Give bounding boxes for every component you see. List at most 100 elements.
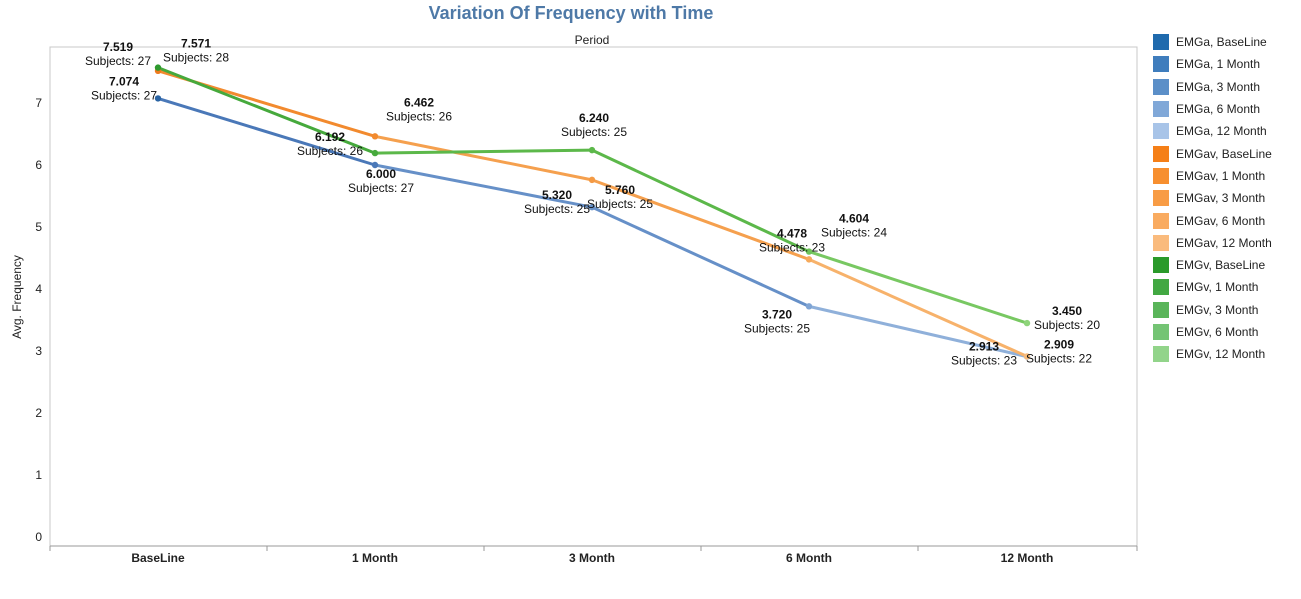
legend-label: EMGa, 1 Month bbox=[1176, 57, 1261, 72]
data-label-subjects: Subjects: 27 bbox=[85, 54, 151, 68]
legend-item[interactable]: EMGv, 1 Month bbox=[1153, 276, 1298, 298]
legend-label: EMGv, 6 Month bbox=[1176, 325, 1259, 339]
legend-label: EMGa, 6 Month bbox=[1176, 102, 1261, 117]
data-label-value: 6.000 bbox=[366, 167, 396, 181]
y-tick-label: 4 bbox=[35, 282, 42, 296]
legend-swatch bbox=[1153, 101, 1169, 118]
x-tick-label: 1 Month bbox=[352, 551, 398, 565]
legend-swatch bbox=[1153, 257, 1169, 274]
series-line-emga bbox=[807, 304, 1029, 359]
data-point-emgav bbox=[588, 176, 596, 184]
chart-title: Variation Of Frequency with Time bbox=[429, 3, 714, 23]
series-line-emga bbox=[156, 96, 377, 167]
legend-item[interactable]: EMGav, 3 Month bbox=[1153, 187, 1298, 209]
y-tick-label: 0 bbox=[35, 530, 42, 544]
legend-label: EMGav, 1 Month bbox=[1176, 168, 1266, 183]
data-label-value: 4.478 bbox=[777, 226, 807, 240]
data-label-subjects: Subjects: 26 bbox=[297, 144, 363, 158]
data-label-value: 2.913 bbox=[969, 339, 999, 353]
legend-item[interactable]: EMGa, 3 Month bbox=[1153, 76, 1298, 98]
legend-label: EMGv, 1 Month bbox=[1176, 280, 1259, 295]
data-label-value: 7.519 bbox=[103, 40, 133, 54]
legend-swatch bbox=[1153, 56, 1169, 73]
data-point-emgv bbox=[588, 146, 596, 154]
data-point-emga bbox=[805, 303, 813, 310]
data-label-subjects: Subjects: 27 bbox=[91, 88, 157, 102]
data-label-value: 4.604 bbox=[839, 212, 869, 226]
data-point-emgav bbox=[805, 256, 813, 263]
legend-item[interactable]: EMGa, 12 Month bbox=[1153, 120, 1298, 142]
y-tick-label: 6 bbox=[35, 158, 42, 172]
data-label-subjects: Subjects: 23 bbox=[951, 353, 1017, 367]
data-point-emga bbox=[154, 95, 162, 102]
data-label-value: 6.462 bbox=[404, 95, 434, 109]
series-line-emgav bbox=[807, 257, 1029, 358]
x-tick-label: 3 Month bbox=[569, 551, 615, 565]
data-point-emgav bbox=[1023, 353, 1031, 360]
legend-item[interactable]: EMGa, 6 Month bbox=[1153, 98, 1298, 120]
legend-label: EMGa, 12 Month bbox=[1176, 124, 1267, 139]
legend-label: EMGav, 12 Month bbox=[1176, 235, 1272, 250]
legend-item[interactable]: EMGv, BaseLine bbox=[1153, 254, 1298, 276]
data-label-value: 5.760 bbox=[605, 183, 635, 197]
data-label-value: 6.192 bbox=[315, 130, 345, 144]
series-line-emgav bbox=[373, 134, 594, 182]
series-line-emgv bbox=[807, 250, 1029, 325]
series-line-emgv bbox=[373, 148, 594, 155]
legend-item[interactable]: EMGav, 1 Month bbox=[1153, 165, 1298, 187]
data-label-subjects: Subjects: 23 bbox=[759, 240, 825, 254]
data-label-subjects: Subjects: 25 bbox=[587, 197, 653, 211]
legend-item[interactable]: EMGav, BaseLine bbox=[1153, 142, 1298, 164]
legend-item[interactable]: EMGv, 3 Month bbox=[1153, 299, 1298, 321]
series-line-emga bbox=[590, 205, 811, 308]
data-point-emgv bbox=[805, 248, 813, 255]
legend-item[interactable]: EMGav, 6 Month bbox=[1153, 209, 1298, 231]
legend-swatch bbox=[1153, 123, 1169, 140]
data-label-subjects: Subjects: 28 bbox=[163, 51, 229, 65]
x-tick-label: 6 Month bbox=[786, 551, 832, 565]
y-axis: 0 1 2 3 4 5 6 7 bbox=[35, 96, 42, 544]
legend-label: EMGa, 3 Month bbox=[1176, 79, 1261, 94]
data-point-emgv bbox=[371, 149, 379, 157]
legend-item[interactable]: EMGa, 1 Month bbox=[1153, 53, 1298, 75]
legend-swatch bbox=[1153, 34, 1169, 51]
legend-item[interactable]: EMGa, BaseLine bbox=[1153, 31, 1298, 53]
legend-item[interactable]: EMGv, 12 Month bbox=[1153, 343, 1298, 365]
legend-item[interactable]: EMGav, 12 Month bbox=[1153, 232, 1298, 254]
data-label-subjects: Subjects: 27 bbox=[348, 181, 414, 195]
data-label-value: 7.571 bbox=[181, 37, 211, 51]
x-axis: BaseLine 1 Month 3 Month 6 Month 12 Month bbox=[49, 545, 1138, 565]
legend-swatch bbox=[1153, 78, 1169, 95]
legend-label: EMGv, 12 Month bbox=[1176, 347, 1266, 362]
data-point-emga bbox=[371, 161, 379, 169]
data-label-value: 5.320 bbox=[542, 188, 572, 202]
legend-label: EMGa, BaseLine bbox=[1176, 35, 1267, 50]
legend: EMGa, BaseLine EMGa, 1 Month EMGa, 3 Month… bbox=[1153, 31, 1298, 365]
y-tick-label: 2 bbox=[35, 406, 42, 420]
x-tick-label: 12 Month bbox=[1001, 551, 1054, 565]
data-label-subjects: Subjects: 26 bbox=[386, 109, 452, 123]
x-tick-label: BaseLine bbox=[131, 551, 185, 565]
legend-swatch bbox=[1153, 346, 1169, 363]
legend-swatch bbox=[1153, 234, 1169, 251]
series-points bbox=[154, 64, 1031, 360]
data-label-subjects: Subjects: 22 bbox=[1026, 352, 1092, 366]
series-line-emgav bbox=[590, 178, 811, 261]
data-label-subjects: Subjects: 20 bbox=[1034, 318, 1100, 332]
series-line-emga bbox=[373, 163, 594, 209]
data-label-value: 7.074 bbox=[109, 74, 139, 88]
column-header-period: Period bbox=[575, 33, 610, 47]
data-label-value: 6.240 bbox=[579, 111, 609, 125]
legend-label: EMGav, 6 Month bbox=[1176, 213, 1266, 228]
legend-item[interactable]: EMGv, 6 Month bbox=[1153, 321, 1298, 343]
y-axis-label: Avg. Frequency bbox=[10, 255, 24, 339]
data-point-emgv bbox=[154, 64, 162, 71]
legend-label: EMGav, BaseLine bbox=[1176, 146, 1272, 161]
y-tick-label: 1 bbox=[35, 468, 42, 482]
y-tick-label: 3 bbox=[35, 344, 42, 358]
series-lines bbox=[156, 66, 1029, 359]
legend-swatch bbox=[1153, 324, 1169, 340]
legend-swatch bbox=[1153, 301, 1169, 318]
data-label-subjects: Subjects: 25 bbox=[524, 202, 590, 216]
